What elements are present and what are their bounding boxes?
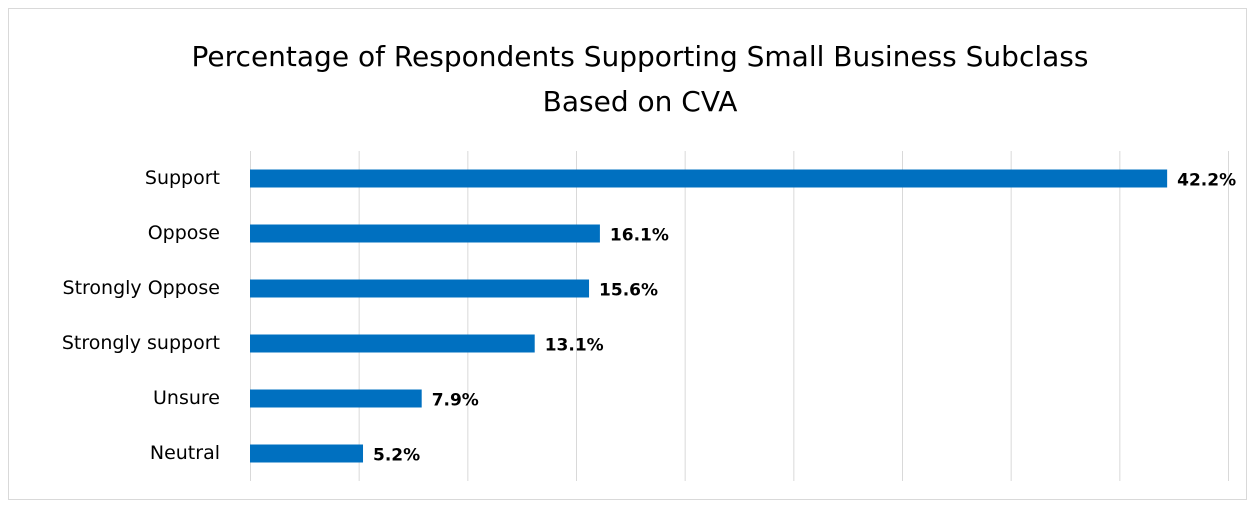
bar bbox=[250, 334, 535, 353]
bar bbox=[250, 279, 590, 298]
bar bbox=[250, 224, 600, 243]
chart-border bbox=[8, 8, 1247, 500]
y-tick-label: Strongly support bbox=[62, 332, 220, 354]
data-label: 16.1% bbox=[610, 226, 669, 246]
data-label: 42.2% bbox=[1177, 171, 1236, 191]
bar bbox=[250, 169, 1168, 188]
y-tick-label: Unsure bbox=[153, 387, 220, 409]
bar bbox=[250, 389, 422, 408]
data-label: 13.1% bbox=[545, 336, 604, 356]
data-label: 5.2% bbox=[373, 446, 420, 466]
chart-title: Percentage of Respondents Supporting Sma… bbox=[192, 40, 1089, 73]
chart-title: Based on CVA bbox=[543, 85, 738, 118]
y-tick-label: Neutral bbox=[150, 442, 220, 464]
y-tick-label: Support bbox=[145, 167, 220, 189]
data-label: 15.6% bbox=[599, 281, 658, 301]
y-tick-label: Strongly Oppose bbox=[63, 277, 220, 299]
bar bbox=[250, 444, 364, 463]
data-label: 7.9% bbox=[432, 391, 479, 411]
y-tick-label: Oppose bbox=[148, 222, 220, 244]
